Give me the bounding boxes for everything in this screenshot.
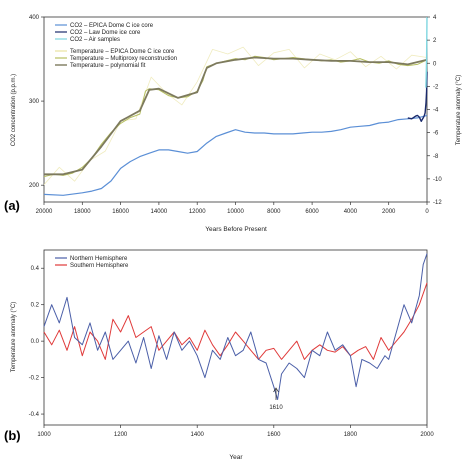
panel-a-plot-frame xyxy=(43,16,428,203)
x-tick-label: 4000 xyxy=(344,209,358,215)
x-tick-label: 10000 xyxy=(227,209,244,215)
y-tick-label: 0.4 xyxy=(31,266,40,272)
x-tick-label: 1200 xyxy=(114,432,128,438)
panel-a-y-axis-label-right: Temperature anomaly (°C) xyxy=(456,75,462,145)
series-temp-fit xyxy=(44,56,428,176)
panel-b-label: (b) xyxy=(4,428,21,443)
y-tick-label-right: 0 xyxy=(433,61,437,67)
series-co2-law xyxy=(407,71,428,123)
panel-b-plot-frame xyxy=(43,249,428,426)
series-temp-epica xyxy=(43,46,428,185)
y-tick-label-right: -2 xyxy=(433,84,439,90)
panel-a: 20000 18000 16000 14000 12000 10000 8000 6000 40… xyxy=(4,15,462,233)
legend-label-co2-epica: CO2 – EPICA Dome C ice core xyxy=(70,23,154,29)
panel-a-plot-area xyxy=(43,16,428,196)
panel-b-x-ticks: 1000 1200 1400 1600 1800 2000 xyxy=(37,425,434,438)
x-tick-label: 6000 xyxy=(305,209,319,215)
y-tick-label: 0.2 xyxy=(31,303,40,309)
x-tick-label: 1600 xyxy=(267,432,281,438)
x-tick-label: 0 xyxy=(425,209,429,215)
y-tick-label-left: 300 xyxy=(29,99,40,105)
panel-a-y-ticks-left: 200 300 400 xyxy=(29,15,44,189)
legend-label-temp-fit: Temperature – polynomial fit xyxy=(70,63,146,69)
legend-label-nh: Northern Hemisphere xyxy=(70,256,128,262)
x-tick-label: 2000 xyxy=(420,432,434,438)
x-tick-label: 8000 xyxy=(267,209,281,215)
y-tick-label: -0.2 xyxy=(29,376,40,382)
x-tick-label: 18000 xyxy=(74,209,91,215)
y-tick-label-right: 2 xyxy=(433,38,437,44)
y-tick-label-left: 400 xyxy=(29,15,40,21)
panel-a-label: (a) xyxy=(4,198,20,213)
annotation-label: 1610 xyxy=(269,405,283,411)
y-tick-label-right: -8 xyxy=(433,154,439,160)
legend-label-temp-epica: Temperature – EPICA Dome C ice core xyxy=(70,49,175,55)
legend-label-temp-multiproxy: Temperature – Multiproxy reconstruction xyxy=(70,56,177,62)
series-temp-multiproxy xyxy=(43,55,428,178)
panel-b: 1000 1200 1400 1600 1800 2000 0.4 0.2 0.0 -0.2 -0… xyxy=(4,249,434,461)
y-tick-label-right: -6 xyxy=(433,131,439,137)
panel-b-plot-area xyxy=(43,253,428,400)
panel-b-legend: Northern Hemisphere Southern Hemisphere xyxy=(55,256,129,269)
x-tick-label: 20000 xyxy=(36,209,53,215)
panel-a-x-axis-label: Years Before Present xyxy=(205,226,267,233)
legend-label-sh: Southern Hemisphere xyxy=(70,263,129,269)
panel-b-y-ticks: 0.4 0.2 0.0 -0.2 -0.4 xyxy=(29,266,44,418)
panel-a-x-ticks: 20000 18000 16000 14000 12000 10000 8000 6000 40… xyxy=(36,202,429,215)
panel-b-x-axis-label: Year xyxy=(229,454,243,461)
x-tick-label: 14000 xyxy=(151,209,168,215)
panel-a-legend: CO2 – EPICA Dome C ice core CO2 – Law Do… xyxy=(55,23,177,69)
x-tick-label: 1800 xyxy=(344,432,358,438)
x-tick-label: 16000 xyxy=(112,209,129,215)
y-tick-label-right: -10 xyxy=(433,177,442,183)
legend-label-co2-air: CO2 – Air samples xyxy=(70,37,120,43)
annotation-1610: 1610 xyxy=(269,387,283,411)
legend-label-co2-law: CO2 – Law Dome ice core xyxy=(70,30,141,36)
x-tick-label: 2000 xyxy=(382,209,396,215)
x-tick-label: 1000 xyxy=(37,432,51,438)
series-co2-epica xyxy=(43,114,428,196)
series-southern-hemisphere xyxy=(43,282,428,360)
y-tick-label-right: -12 xyxy=(433,200,442,206)
y-tick-label-left: 200 xyxy=(29,183,40,189)
panel-a-y-axis-label-left: CO2 concentration (p.p.m.) xyxy=(11,74,17,146)
series-co2-air xyxy=(425,16,428,88)
y-tick-label-right: 4 xyxy=(433,15,437,21)
y-tick-label: -0.4 xyxy=(29,412,40,418)
x-tick-label: 1400 xyxy=(191,432,205,438)
y-tick-label-right: -4 xyxy=(433,108,439,114)
panel-b-y-axis-label: Temperature anomaly (°C) xyxy=(11,302,17,372)
x-tick-label: 12000 xyxy=(189,209,206,215)
y-tick-label: 0.0 xyxy=(31,339,40,345)
panel-a-y-ticks-right: 4 2 0 -2 -4 -6 -8 -10 -12 xyxy=(427,15,442,206)
series-northern-hemisphere xyxy=(43,253,428,400)
annotation-arrow-head-icon xyxy=(273,387,279,393)
